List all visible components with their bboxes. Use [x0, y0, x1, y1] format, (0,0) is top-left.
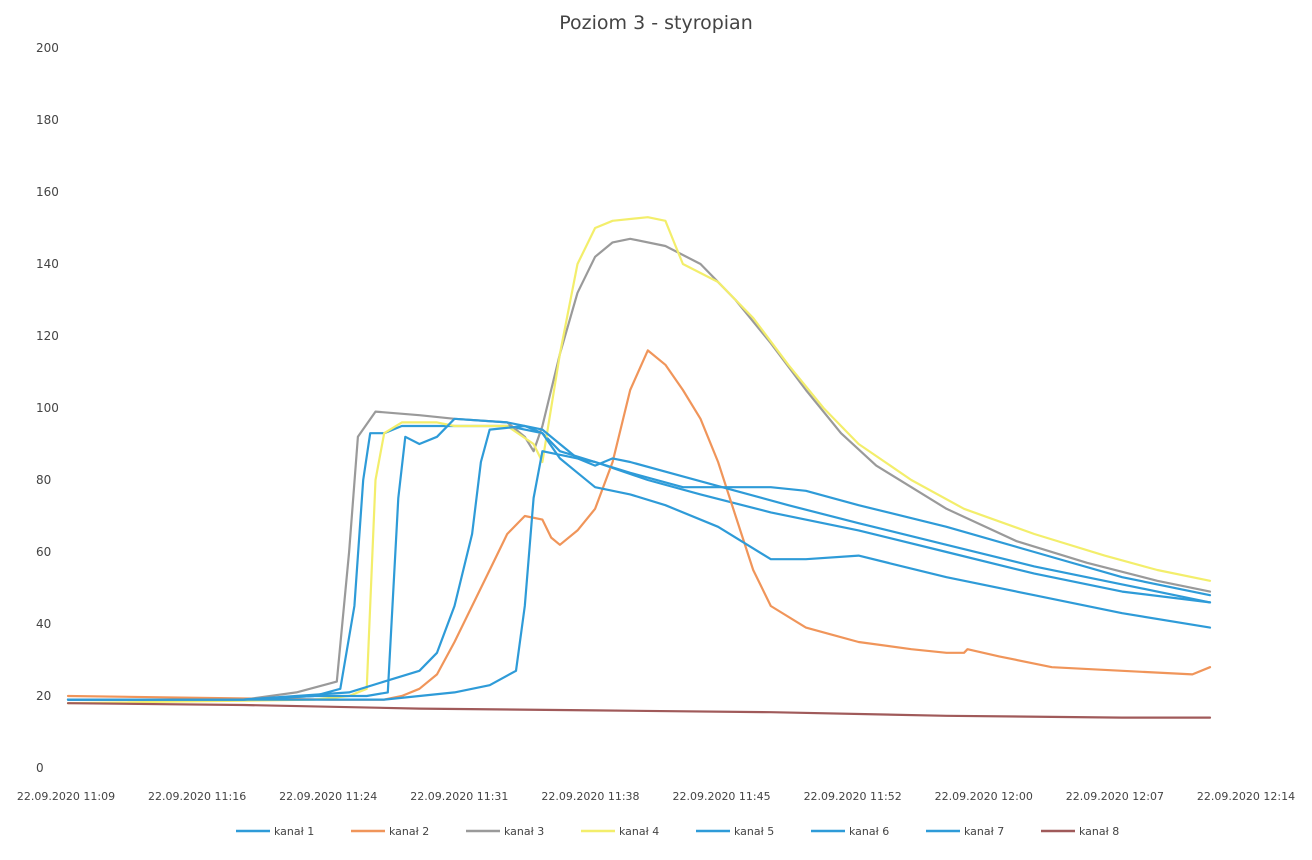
legend-label: kanał 2: [389, 825, 429, 838]
x-tick-label: 22.09.2020 11:16: [148, 790, 246, 803]
x-tick-label: 22.09.2020 11:09: [17, 790, 115, 803]
chart-title: Poziom 3 - styropian: [559, 12, 753, 34]
legend-label: kanał 5: [734, 825, 774, 838]
legend-label: kanał 6: [849, 825, 889, 838]
y-tick-label: 200: [36, 41, 59, 55]
series-line-kanal-2: [66, 349, 1212, 701]
x-tick-label: 22.09.2020 11:38: [541, 790, 639, 803]
legend-label: kanał 3: [504, 825, 544, 838]
y-axis: 0 20 40 60 80 100 120 140 160 180 200: [36, 41, 59, 775]
y-tick-label: 60: [36, 545, 51, 559]
series-layer: [66, 216, 1212, 719]
legend-label: kanał 4: [619, 825, 659, 838]
series-line-kanal-6: [66, 424, 1212, 701]
x-tick-label: 22.09.2020 11:45: [672, 790, 770, 803]
series-line-kanal-1: [66, 424, 1212, 701]
series-line-kanal-7: [66, 450, 1212, 701]
legend: kanał 1 kanał 2 kanał 3 kanał 4 kanał 5 kanał…: [236, 825, 1119, 838]
y-tick-label: 80: [36, 473, 51, 487]
x-tick-label: 22.09.2020 12:00: [935, 790, 1033, 803]
y-tick-label: 120: [36, 329, 59, 343]
y-tick-label: 140: [36, 257, 59, 271]
y-tick-label: 180: [36, 113, 59, 127]
series-line-kanal-3: [66, 237, 1212, 701]
legend-label: kanał 7: [964, 825, 1004, 838]
y-tick-label: 40: [36, 617, 51, 631]
x-tick-label: 22.09.2020 11:31: [410, 790, 508, 803]
x-tick-label: 22.09.2020 11:24: [279, 790, 377, 803]
legend-label: kanał 1: [274, 825, 314, 838]
series-line-kanal-5: [66, 417, 1212, 701]
legend-label: kanał 8: [1079, 825, 1119, 838]
y-tick-label: 0: [36, 761, 44, 775]
x-tick-label: 22.09.2020 12:14: [1197, 790, 1295, 803]
series-line-kanal-8: [66, 702, 1212, 719]
y-tick-label: 100: [36, 401, 59, 415]
series-line-kanal-4: [66, 216, 1212, 705]
y-tick-label: 160: [36, 185, 59, 199]
x-tick-label: 22.09.2020 11:52: [804, 790, 902, 803]
x-tick-label: 22.09.2020 12:07: [1066, 790, 1164, 803]
x-axis: 22.09.2020 11:09 22.09.2020 11:16 22.09.20…: [17, 790, 1295, 803]
y-tick-label: 20: [36, 689, 51, 703]
